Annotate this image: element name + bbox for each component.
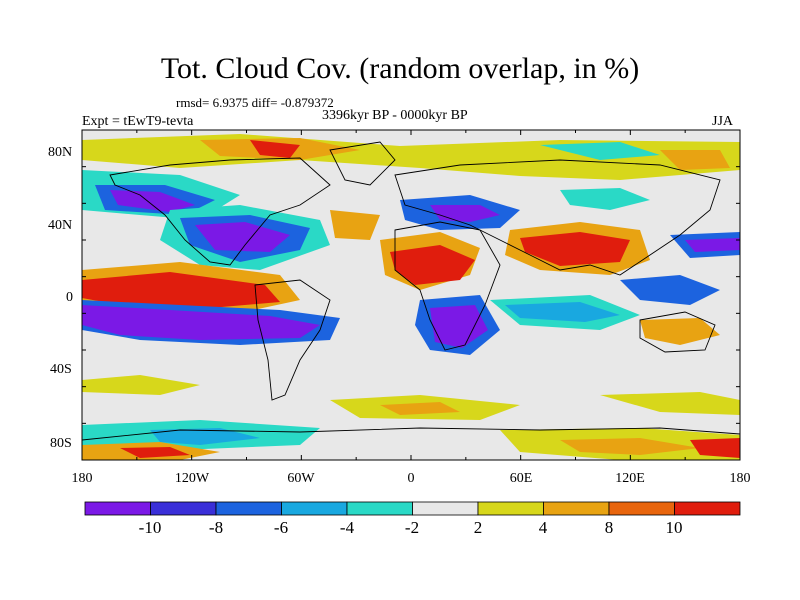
field-patch bbox=[660, 150, 730, 170]
lon-label: 120W bbox=[175, 471, 210, 486]
field-patch bbox=[195, 222, 290, 252]
colorbar-swatch bbox=[84, 501, 151, 516]
colorbar-swatch bbox=[543, 501, 610, 516]
colorbar-label: 4 bbox=[538, 518, 548, 537]
colorbar-label: -6 bbox=[273, 518, 289, 537]
colorbar-swatch bbox=[281, 501, 348, 516]
colorbar bbox=[84, 501, 741, 516]
lon-label: 180 bbox=[730, 471, 751, 486]
coastlines bbox=[82, 141, 740, 441]
colorbar-label: -8 bbox=[208, 518, 224, 537]
field-patch bbox=[380, 402, 460, 415]
lat-label: 80S bbox=[50, 436, 72, 451]
field-patch bbox=[520, 232, 630, 266]
season-label: JJA bbox=[712, 114, 734, 129]
lon-label: 60W bbox=[287, 471, 315, 486]
coastline-antarctica bbox=[82, 427, 740, 441]
field-patch bbox=[685, 238, 740, 252]
field-patch bbox=[120, 447, 190, 458]
colorbar-label: -10 bbox=[138, 518, 162, 537]
field-patch bbox=[540, 142, 660, 160]
period-text: 3396kyr BP - 0000kyr BP bbox=[322, 108, 468, 123]
lon-label: 60E bbox=[510, 471, 533, 486]
field-patch bbox=[390, 245, 475, 285]
axis-labels: 80N 40N 0 40S 80S 180 120W 60W 0 60E 120… bbox=[48, 145, 751, 486]
coastline-greenland bbox=[329, 141, 396, 186]
lat-label: 40N bbox=[48, 218, 72, 233]
field-patch bbox=[82, 375, 200, 395]
lon-label: 120E bbox=[615, 471, 645, 486]
field-patch bbox=[640, 318, 720, 345]
stats-text: rmsd= 6.9375 diff= -0.879372 bbox=[176, 95, 334, 110]
lon-label: 0 bbox=[408, 471, 415, 486]
colorbar-swatch bbox=[150, 501, 217, 516]
field-patch bbox=[620, 275, 720, 305]
lat-label: 0 bbox=[66, 290, 73, 305]
colorbar-label: -4 bbox=[339, 518, 355, 537]
colorbar-swatch bbox=[346, 501, 413, 516]
lon-label: 180 bbox=[72, 471, 93, 486]
colorbar-swatch bbox=[674, 501, 741, 516]
field-patch bbox=[250, 140, 300, 158]
field-patch bbox=[600, 392, 740, 415]
field-patch bbox=[430, 305, 488, 348]
map-field bbox=[82, 130, 740, 460]
axis-ticks bbox=[81, 129, 741, 461]
field-patch bbox=[110, 190, 195, 212]
experiment-label: Expt = tEwT9-tevta bbox=[82, 114, 194, 129]
colorbar-label: 8 bbox=[604, 518, 614, 537]
coastline-africa bbox=[394, 221, 501, 351]
field-patch bbox=[150, 428, 260, 445]
colorbar-label: 2 bbox=[473, 518, 483, 537]
colorbar-label: 10 bbox=[665, 518, 683, 537]
field-patch bbox=[330, 210, 380, 240]
coastline-north-america bbox=[109, 157, 331, 266]
field-patch bbox=[505, 302, 620, 322]
field-patch bbox=[690, 438, 740, 458]
field-patch bbox=[560, 438, 700, 455]
colorbar-swatch bbox=[215, 501, 282, 516]
coastline-south-america bbox=[254, 279, 331, 401]
colorbar-label: -2 bbox=[404, 518, 420, 537]
map-title: Tot. Cloud Cov. (random overlap, in %) bbox=[160, 52, 640, 85]
field-patch bbox=[82, 272, 280, 308]
field-patch bbox=[560, 188, 650, 210]
colorbar-swatch bbox=[477, 501, 544, 516]
lat-label: 40S bbox=[50, 362, 72, 377]
lat-label: 80N bbox=[48, 145, 72, 160]
colorbar-swatch bbox=[412, 501, 479, 516]
coastline-australia bbox=[639, 311, 716, 353]
colorbar-swatch bbox=[608, 501, 675, 516]
coastline-eurasia bbox=[394, 159, 721, 276]
